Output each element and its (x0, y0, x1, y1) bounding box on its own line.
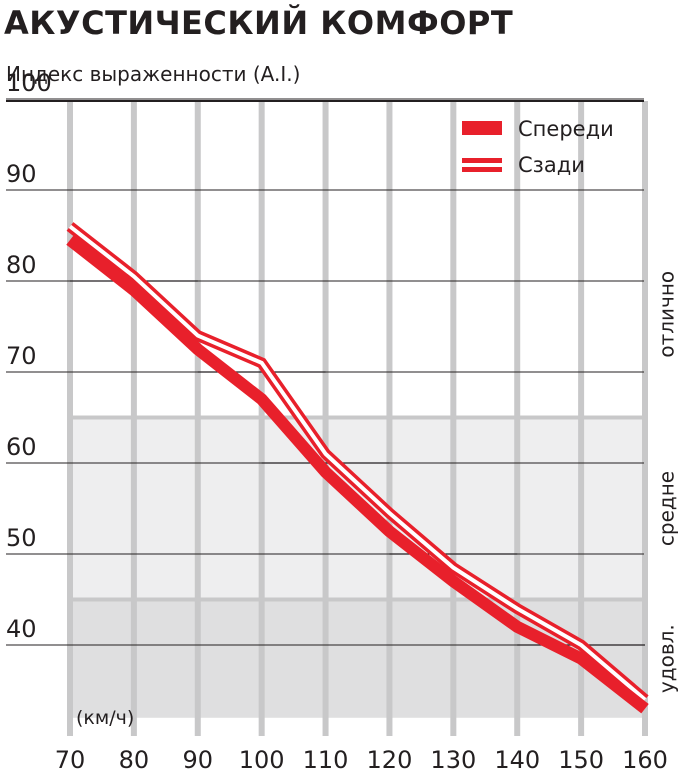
x-tick-label-140: 140 (494, 746, 540, 774)
legend-swatch-rear (462, 158, 502, 172)
vertical-grid (67, 101, 648, 736)
zone-boundary-2 (70, 597, 644, 602)
legend-label-rear: Сзади (518, 153, 585, 177)
zone-bands (6, 101, 644, 718)
legend-swatch-rear-inner (462, 163, 502, 167)
zone-label-3: удовл. (655, 624, 679, 693)
zone-label-2: средне (655, 471, 679, 546)
x-tick-label-80: 80 (119, 746, 150, 774)
y-tick-labels: 100 90 80 70 60 50 40 (6, 69, 52, 643)
zone-boundary-1 (70, 415, 644, 420)
x-tick-label-150: 150 (558, 746, 604, 774)
zone-labels: отлично средне удовл. (655, 271, 679, 693)
y-axis-label: Индекс выраженности (A.I.) (6, 62, 301, 86)
zone-band-3 (70, 599, 644, 718)
x-tick-label-160: 160 (622, 746, 668, 774)
series-line-rear-inner (68, 224, 647, 702)
x-tick-label-100: 100 (239, 746, 285, 774)
y-tick-label-70: 70 (6, 342, 37, 370)
legend-swatch-front (462, 121, 502, 135)
y-tick-label-60: 60 (6, 433, 37, 461)
y-tick-label-50: 50 (6, 524, 37, 552)
y-tick-label-100: 100 (6, 69, 52, 97)
chart-title: АКУСТИЧЕСКИЙ КОМФОРТ (4, 4, 514, 42)
series-line-rear (66, 222, 649, 704)
x-tick-label-110: 110 (303, 746, 349, 774)
series-lines (66, 222, 649, 714)
x-tick-label-120: 120 (367, 746, 413, 774)
x-axis-unit-label: (км/ч) (76, 707, 134, 729)
x-tick-label-130: 130 (430, 746, 476, 774)
zone-label-1: отлично (655, 271, 679, 358)
y-tick-label-90: 90 (6, 160, 37, 188)
series-line-front (66, 235, 649, 714)
x-tick-label-70: 70 (55, 746, 86, 774)
legend: Спереди Сзади (462, 117, 614, 177)
x-tick-label-90: 90 (183, 746, 214, 774)
y-tick-label-80: 80 (6, 251, 37, 279)
x-tick-labels: 70 80 90 100 110 120 130 140 150 160 (55, 746, 668, 774)
y-tick-label-40: 40 (6, 615, 37, 643)
legend-label-front: Спереди (518, 117, 614, 141)
